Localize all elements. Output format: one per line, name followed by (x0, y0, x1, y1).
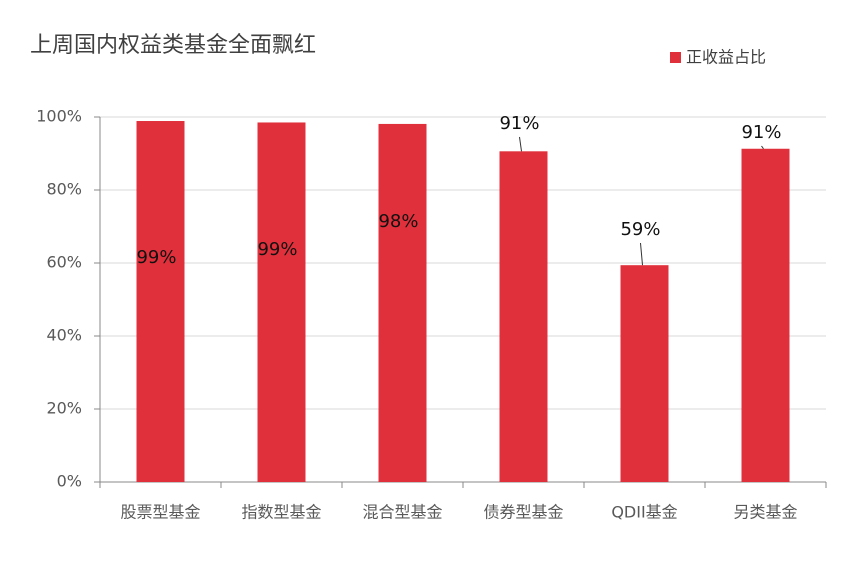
value-label: 98% (378, 211, 418, 232)
value-label: 59% (620, 219, 660, 240)
y-tick-label: 60% (46, 253, 82, 272)
x-tick-label: 指数型基金 (241, 503, 321, 522)
leader-line (519, 136, 522, 152)
x-tick-label: QDII基金 (611, 503, 677, 522)
bar (378, 123, 427, 482)
leader-line (640, 242, 643, 266)
x-tick-label: 另类基金 (733, 503, 797, 522)
y-tick-label: 0% (57, 472, 82, 491)
value-label: 91% (741, 122, 781, 143)
legend-label: 正收益占比 (686, 48, 766, 67)
bar (136, 121, 185, 482)
chart-title: 上周国内权益类基金全面飘红 (30, 33, 316, 58)
value-label: 99% (257, 239, 297, 260)
x-tick-label: 债券型基金 (483, 503, 563, 522)
y-tick-label: 40% (46, 326, 82, 345)
value-label: 91% (499, 113, 539, 134)
bar (499, 151, 548, 482)
y-tick-label: 100% (36, 107, 82, 126)
x-tick-label: 股票型基金 (120, 503, 200, 522)
legend-swatch (670, 52, 681, 63)
bar (620, 265, 669, 482)
y-tick-label: 20% (46, 399, 82, 418)
value-label: 99% (136, 247, 176, 268)
y-tick-label: 80% (46, 180, 82, 199)
x-tick-label: 混合型基金 (362, 503, 442, 522)
bar (741, 148, 790, 482)
leader-line (761, 145, 764, 150)
bar (257, 122, 306, 482)
